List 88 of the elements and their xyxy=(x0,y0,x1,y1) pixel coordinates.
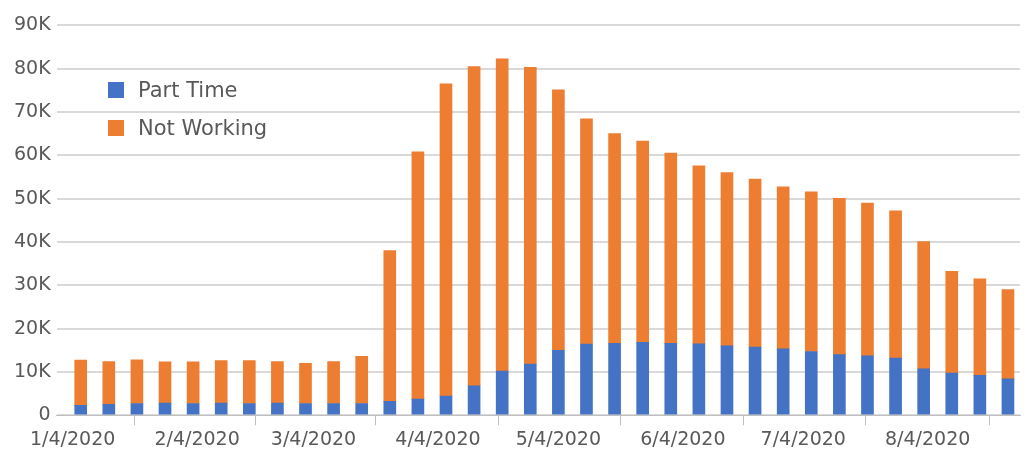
x-tick-label: 3/4/2020 xyxy=(270,426,357,449)
bar xyxy=(186,361,200,404)
bar xyxy=(74,359,88,406)
y-tick-label: 20K xyxy=(14,315,52,338)
bar xyxy=(973,375,987,415)
legend-label: Not Working xyxy=(138,116,268,140)
bar xyxy=(664,342,678,415)
legend-label: Part Time xyxy=(138,78,238,102)
bar xyxy=(776,348,790,415)
bar xyxy=(130,359,144,404)
bar xyxy=(327,403,340,415)
bar xyxy=(1001,378,1015,415)
x-tick-label: 8/4/2020 xyxy=(885,426,971,449)
x-tick-label: 2/4/2020 xyxy=(154,426,240,449)
bar xyxy=(720,172,734,347)
bar xyxy=(158,402,172,415)
bar xyxy=(973,278,987,376)
x-tick-label: 7/4/2020 xyxy=(760,426,846,449)
bar xyxy=(776,186,790,350)
bar xyxy=(552,89,565,351)
bar xyxy=(242,360,256,404)
bar xyxy=(580,118,593,345)
bar xyxy=(74,404,88,415)
y-tick-label: 90K xyxy=(14,12,52,35)
bar xyxy=(355,355,369,404)
bar xyxy=(804,191,818,352)
y-tick-label: 30K xyxy=(14,272,52,295)
y-tick-label: 80K xyxy=(14,55,52,78)
bar xyxy=(720,345,734,415)
x-tick-label: 1/4/2020 xyxy=(30,426,116,449)
bar xyxy=(242,403,256,415)
bar xyxy=(439,395,453,415)
y-tick-label: 70K xyxy=(14,98,52,121)
bar xyxy=(130,403,144,415)
bar xyxy=(271,402,284,415)
bar xyxy=(748,178,762,348)
bar xyxy=(102,404,116,415)
bar xyxy=(411,151,425,400)
bar xyxy=(580,343,593,415)
bar xyxy=(748,346,762,415)
bar xyxy=(467,66,481,387)
bar xyxy=(523,67,537,365)
bar xyxy=(214,360,228,404)
bar xyxy=(945,372,959,415)
bar xyxy=(299,403,312,415)
bar xyxy=(355,403,369,415)
bar xyxy=(636,342,650,415)
bar xyxy=(692,343,706,415)
bar xyxy=(692,165,706,345)
bar xyxy=(1001,289,1015,380)
y-tick-label: 40K xyxy=(14,228,52,251)
bar xyxy=(804,351,818,415)
bar xyxy=(833,197,846,355)
bar xyxy=(636,140,650,343)
bar xyxy=(833,354,846,415)
bar xyxy=(523,363,537,415)
y-tick-label: 60K xyxy=(14,142,52,165)
y-tick-label: 50K xyxy=(14,185,52,208)
bar xyxy=(945,271,959,374)
y-tick-label: 0 xyxy=(38,402,51,425)
bar xyxy=(495,370,509,415)
bar xyxy=(495,58,509,372)
bar xyxy=(383,401,397,415)
bar xyxy=(186,403,200,415)
bar xyxy=(214,402,228,415)
bar xyxy=(411,398,425,415)
bar xyxy=(917,241,930,370)
bar xyxy=(102,361,116,405)
bar xyxy=(608,133,621,344)
bar xyxy=(861,202,874,357)
bar xyxy=(664,152,678,344)
bar xyxy=(467,385,481,415)
bar xyxy=(608,342,621,415)
y-tick-label: 10K xyxy=(14,358,52,381)
bar xyxy=(271,361,284,404)
bar xyxy=(917,368,930,415)
bar xyxy=(383,250,397,402)
bar xyxy=(158,361,172,404)
x-tick-label: 6/4/2020 xyxy=(640,426,726,449)
bar xyxy=(861,355,874,415)
bar xyxy=(889,357,902,415)
x-tick-label: 4/4/2020 xyxy=(395,426,481,449)
bar xyxy=(327,361,340,404)
x-tick-label: 5/4/2020 xyxy=(515,426,602,449)
bar xyxy=(889,210,902,359)
bar xyxy=(439,83,453,397)
bar xyxy=(299,362,312,404)
bar xyxy=(552,349,565,415)
